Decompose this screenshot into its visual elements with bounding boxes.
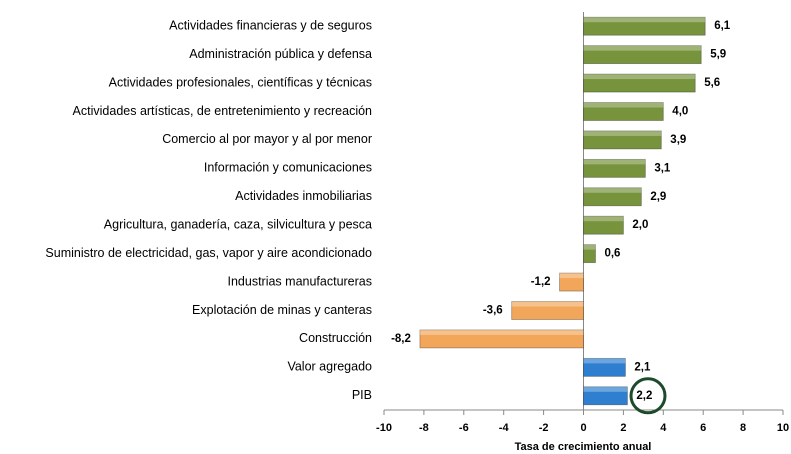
x-tick-label: 8 — [740, 422, 746, 434]
highlight-circle — [629, 377, 667, 415]
y-tick-label: Actividades artísticas, de entretenimien… — [73, 104, 372, 118]
bar — [583, 357, 626, 377]
y-tick-label: Administración pública y defensa — [189, 47, 372, 61]
value-label: -3,6 — [483, 305, 503, 317]
x-tick-label: 4 — [660, 422, 667, 434]
bar-highlight — [583, 17, 706, 23]
x-tick-label: 2 — [620, 422, 626, 434]
bar — [583, 158, 646, 178]
value-label: -1,2 — [531, 276, 551, 288]
bar-highlight — [583, 244, 596, 250]
value-label: 2,2 — [636, 390, 652, 402]
x-tick-label: -4 — [499, 422, 510, 434]
x-axis-title: Tasa de crecimiento anual — [515, 441, 652, 453]
y-tick-label: Actividades profesionales, científicas y… — [109, 75, 372, 89]
value-label: 2,0 — [632, 219, 648, 231]
bar — [511, 301, 584, 320]
y-tick-label: Comercio al por mayor y al por menor — [162, 132, 372, 146]
value-label: 5,6 — [704, 77, 720, 89]
value-label: 3,9 — [670, 134, 686, 146]
value-label: 6,1 — [714, 20, 731, 32]
bar-highlight — [583, 159, 646, 165]
bar-highlight — [583, 358, 626, 364]
bar-highlight — [583, 130, 662, 136]
x-tick-label: -10 — [376, 422, 392, 434]
bar-highlight — [583, 45, 702, 51]
value-label: 5,9 — [710, 49, 726, 61]
y-tick-label: Agricultura, ganadería, caza, silvicultu… — [104, 218, 372, 232]
bar-highlight — [419, 329, 584, 335]
x-tick-label: 0 — [580, 422, 586, 434]
bar — [583, 102, 664, 121]
bar — [583, 244, 596, 264]
bar-highlight — [583, 102, 664, 108]
y-tick-label: Actividades inmobiliarias — [235, 189, 372, 203]
y-tick-label: Construcción — [299, 331, 372, 345]
value-label: 4,0 — [672, 106, 688, 118]
x-tick-label: -8 — [419, 422, 429, 434]
value-label: 2,1 — [634, 361, 651, 373]
x-tick-label: -6 — [459, 422, 469, 434]
value-label: 2,9 — [650, 191, 666, 203]
y-tick-label: Información y comunicaciones — [204, 161, 372, 175]
bar — [583, 45, 702, 65]
x-tick-label: 6 — [700, 422, 706, 434]
value-label: 0,6 — [604, 248, 620, 260]
y-tick-label: Actividades financieras y de seguros — [169, 19, 372, 33]
y-tick-label: PIB — [352, 388, 372, 402]
bar — [583, 187, 642, 207]
bar-highlight — [583, 386, 628, 392]
bar-highlight — [511, 301, 584, 307]
y-tick-label: Explotación de minas y canteras — [192, 303, 372, 317]
x-tick-label: 10 — [777, 422, 789, 434]
bar — [583, 215, 624, 235]
bar-highlight — [583, 216, 624, 222]
bar — [583, 73, 696, 93]
y-tick-label: Industrias manufactureras — [227, 274, 372, 288]
bar-highlight — [583, 187, 642, 193]
bar-highlight — [559, 273, 584, 279]
bar-highlight — [583, 74, 696, 80]
bar — [559, 272, 584, 292]
x-tick-label: -2 — [539, 422, 549, 434]
value-label: 3,1 — [654, 162, 671, 174]
bar — [419, 329, 584, 349]
bar — [583, 386, 628, 406]
y-tick-label: Valor agregado — [287, 360, 372, 374]
bar — [583, 16, 706, 36]
y-tick-label: Suministro de electricidad, gas, vapor y… — [45, 246, 372, 260]
value-label: -8,2 — [391, 333, 411, 345]
bar — [583, 130, 662, 150]
